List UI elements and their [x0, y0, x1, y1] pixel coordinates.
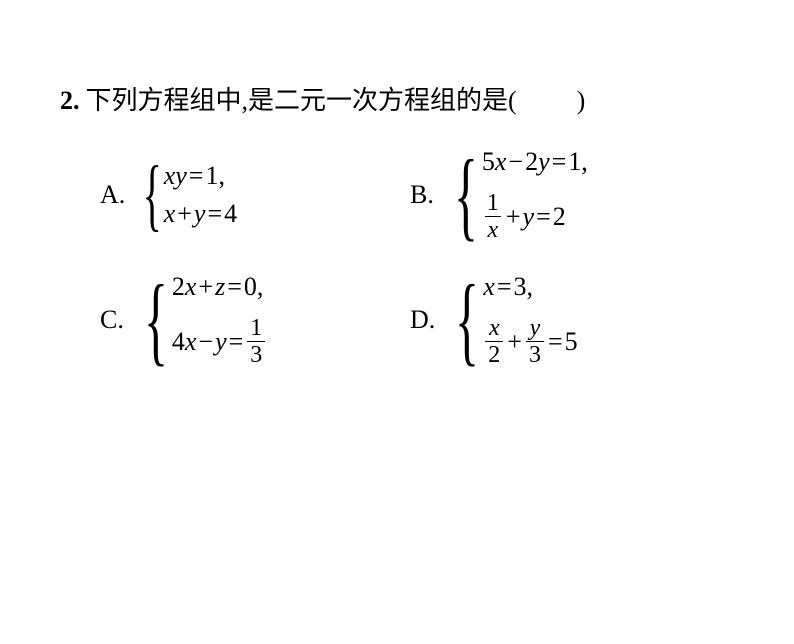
- option-a-label: A.: [100, 180, 125, 210]
- option-d-equations: x=3, x 2 + y 3 =5: [483, 272, 577, 367]
- brace-icon: {: [454, 150, 478, 240]
- option-a-equations: xy=1, x+y=4: [164, 161, 237, 229]
- option-c-eq1: 2x+z=0,: [172, 272, 267, 302]
- fraction: 1 3: [247, 316, 265, 367]
- option-b-eq2: 1 x +y=2: [482, 191, 588, 242]
- option-c-equations: 2x+z=0, 4x−y= 1 3: [172, 272, 267, 367]
- option-c-system: { 2x+z=0, 4x−y= 1 3: [132, 272, 267, 367]
- option-c: C. { 2x+z=0, 4x−y= 1 3: [100, 272, 400, 367]
- brace-icon: {: [455, 275, 479, 365]
- question-text: 下列方程组中,是二元一次方程组的是(: [86, 80, 517, 117]
- option-b-label: B.: [410, 180, 434, 210]
- fraction: 1 x: [484, 191, 502, 242]
- question-line: 2. 下列方程组中,是二元一次方程组的是( ): [60, 80, 734, 117]
- option-c-label: C.: [100, 305, 124, 335]
- fraction: y 3: [526, 316, 544, 367]
- option-a-system: { xy=1, x+y=4: [133, 159, 237, 231]
- option-a-eq1: xy=1,: [164, 161, 237, 191]
- question-close-paren: ): [577, 86, 586, 116]
- brace-icon: {: [143, 159, 162, 231]
- option-d-system: { x=3, x 2 + y 3 =5: [443, 272, 577, 367]
- option-b: B. { 5x−2y=1, 1 x +y=2: [410, 147, 710, 242]
- question-number: 2.: [60, 86, 80, 116]
- option-d: D. { x=3, x 2 + y 3 =5: [410, 272, 710, 367]
- option-d-label: D.: [410, 305, 435, 335]
- option-c-eq2: 4x−y= 1 3: [172, 316, 267, 367]
- option-a-eq2: x+y=4: [164, 199, 237, 229]
- option-d-eq2: x 2 + y 3 =5: [483, 316, 577, 367]
- option-b-eq1: 5x−2y=1,: [482, 147, 588, 177]
- option-b-equations: 5x−2y=1, 1 x +y=2: [482, 147, 588, 242]
- option-a: A. { xy=1, x+y=4: [100, 147, 400, 242]
- brace-icon: {: [144, 275, 168, 365]
- options-grid: A. { xy=1, x+y=4 B. { 5x−2y=1,: [100, 147, 734, 367]
- fraction: x 2: [485, 316, 503, 367]
- option-b-system: { 5x−2y=1, 1 x +y=2: [442, 147, 588, 242]
- option-d-eq1: x=3,: [483, 272, 577, 302]
